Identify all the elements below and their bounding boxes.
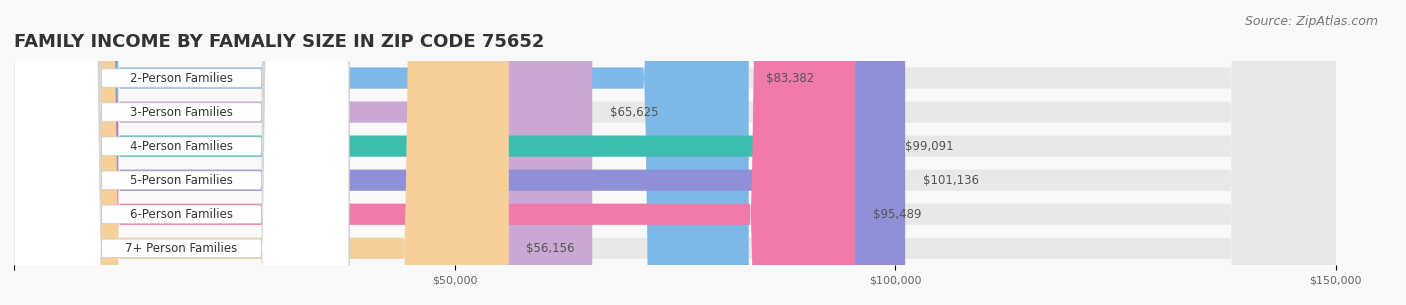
FancyBboxPatch shape <box>14 0 887 305</box>
FancyBboxPatch shape <box>14 0 1336 305</box>
FancyBboxPatch shape <box>14 0 349 305</box>
FancyBboxPatch shape <box>14 0 749 305</box>
FancyBboxPatch shape <box>14 0 349 305</box>
Text: 6-Person Families: 6-Person Families <box>129 208 233 221</box>
Text: 7+ Person Families: 7+ Person Families <box>125 242 238 255</box>
FancyBboxPatch shape <box>14 0 855 305</box>
Text: $83,382: $83,382 <box>766 72 814 84</box>
Text: 3-Person Families: 3-Person Families <box>129 106 233 119</box>
Text: FAMILY INCOME BY FAMALIY SIZE IN ZIP CODE 75652: FAMILY INCOME BY FAMALIY SIZE IN ZIP COD… <box>14 33 544 51</box>
Text: 4-Person Families: 4-Person Families <box>129 140 233 152</box>
FancyBboxPatch shape <box>14 0 509 305</box>
FancyBboxPatch shape <box>14 0 1336 305</box>
Text: $56,156: $56,156 <box>526 242 575 255</box>
Text: $99,091: $99,091 <box>905 140 953 152</box>
Text: 5-Person Families: 5-Person Families <box>129 174 233 187</box>
Text: $95,489: $95,489 <box>873 208 921 221</box>
Text: $101,136: $101,136 <box>922 174 979 187</box>
FancyBboxPatch shape <box>14 0 349 305</box>
FancyBboxPatch shape <box>14 0 349 305</box>
FancyBboxPatch shape <box>14 0 1336 305</box>
FancyBboxPatch shape <box>14 0 349 305</box>
Text: Source: ZipAtlas.com: Source: ZipAtlas.com <box>1244 15 1378 28</box>
FancyBboxPatch shape <box>14 0 1336 305</box>
FancyBboxPatch shape <box>14 0 905 305</box>
Text: $65,625: $65,625 <box>610 106 658 119</box>
FancyBboxPatch shape <box>14 0 1336 305</box>
Text: 2-Person Families: 2-Person Families <box>129 72 233 84</box>
FancyBboxPatch shape <box>14 0 1336 305</box>
FancyBboxPatch shape <box>14 0 349 305</box>
FancyBboxPatch shape <box>14 0 592 305</box>
